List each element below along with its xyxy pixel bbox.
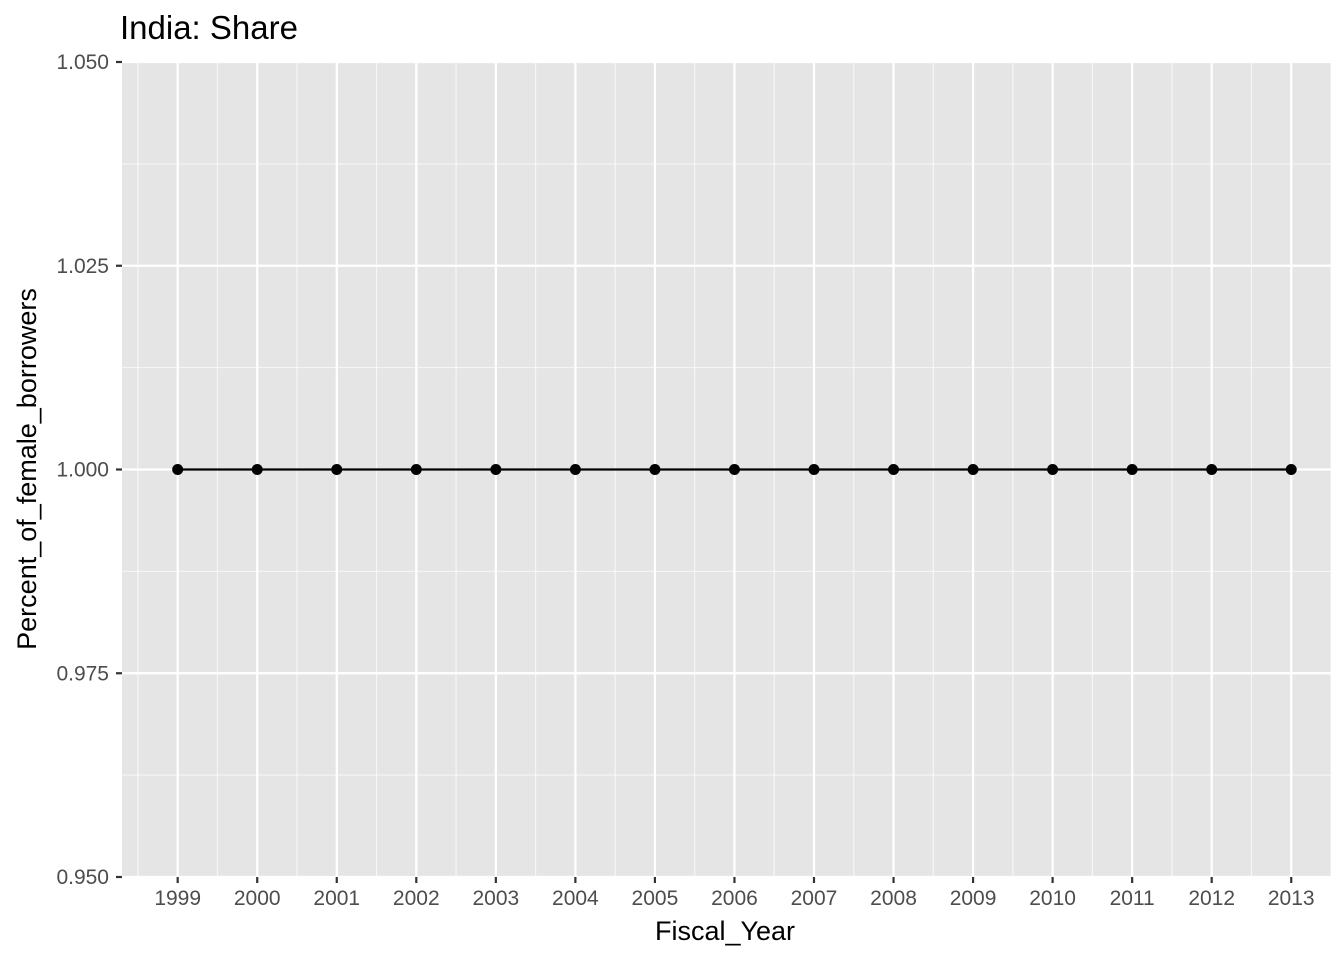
x-tick-label: 2003 <box>472 887 519 910</box>
data-point <box>410 464 422 475</box>
data-point <box>1285 464 1297 475</box>
y-tick-label: 0.950 <box>56 866 109 889</box>
data-series <box>172 464 1297 475</box>
x-tick-label: 2001 <box>313 887 360 910</box>
x-tick-label: 1999 <box>154 887 201 910</box>
data-point <box>490 464 502 475</box>
x-tick-label: 2009 <box>950 887 997 910</box>
x-tick-label: 2012 <box>1188 887 1235 910</box>
data-point <box>888 464 900 475</box>
x-tick-label: 2010 <box>1029 887 1076 910</box>
data-point <box>251 464 263 475</box>
y-tick-label: 1.050 <box>56 51 109 74</box>
x-tick-label: 2002 <box>393 887 440 910</box>
data-point <box>728 464 740 475</box>
y-axis-title: Percent_of_female_borrowers <box>12 288 42 650</box>
data-point <box>1206 464 1218 475</box>
x-axis-title: Fiscal_Year <box>655 916 795 946</box>
chart-title: India: Share <box>120 9 298 46</box>
x-tick-label: 2008 <box>870 887 917 910</box>
data-point <box>1126 464 1138 475</box>
data-point <box>808 464 820 475</box>
x-tick-label: 2000 <box>234 887 281 910</box>
x-axis: 1999 2000 2001 2002 2003 2004 2005 2006 2007 2008… <box>154 877 1315 910</box>
data-point <box>649 464 661 475</box>
y-tick-label: 0.975 <box>56 662 109 685</box>
x-tick-label: 2004 <box>552 887 599 910</box>
data-point <box>569 464 581 475</box>
x-tick-label: 2005 <box>632 887 679 910</box>
data-point <box>967 464 979 475</box>
x-tick-label: 2013 <box>1268 887 1315 910</box>
y-tick-label: 1.000 <box>56 459 109 482</box>
data-point <box>172 464 184 475</box>
x-tick-label: 2011 <box>1110 887 1155 910</box>
data-point <box>1047 464 1059 475</box>
y-tick-label: 1.025 <box>56 255 109 278</box>
y-axis: 0.950 0.975 1.000 1.025 1.050 <box>56 51 122 889</box>
x-tick-label: 2006 <box>711 887 758 910</box>
data-point <box>331 464 343 475</box>
x-tick-label: 2007 <box>791 887 838 910</box>
